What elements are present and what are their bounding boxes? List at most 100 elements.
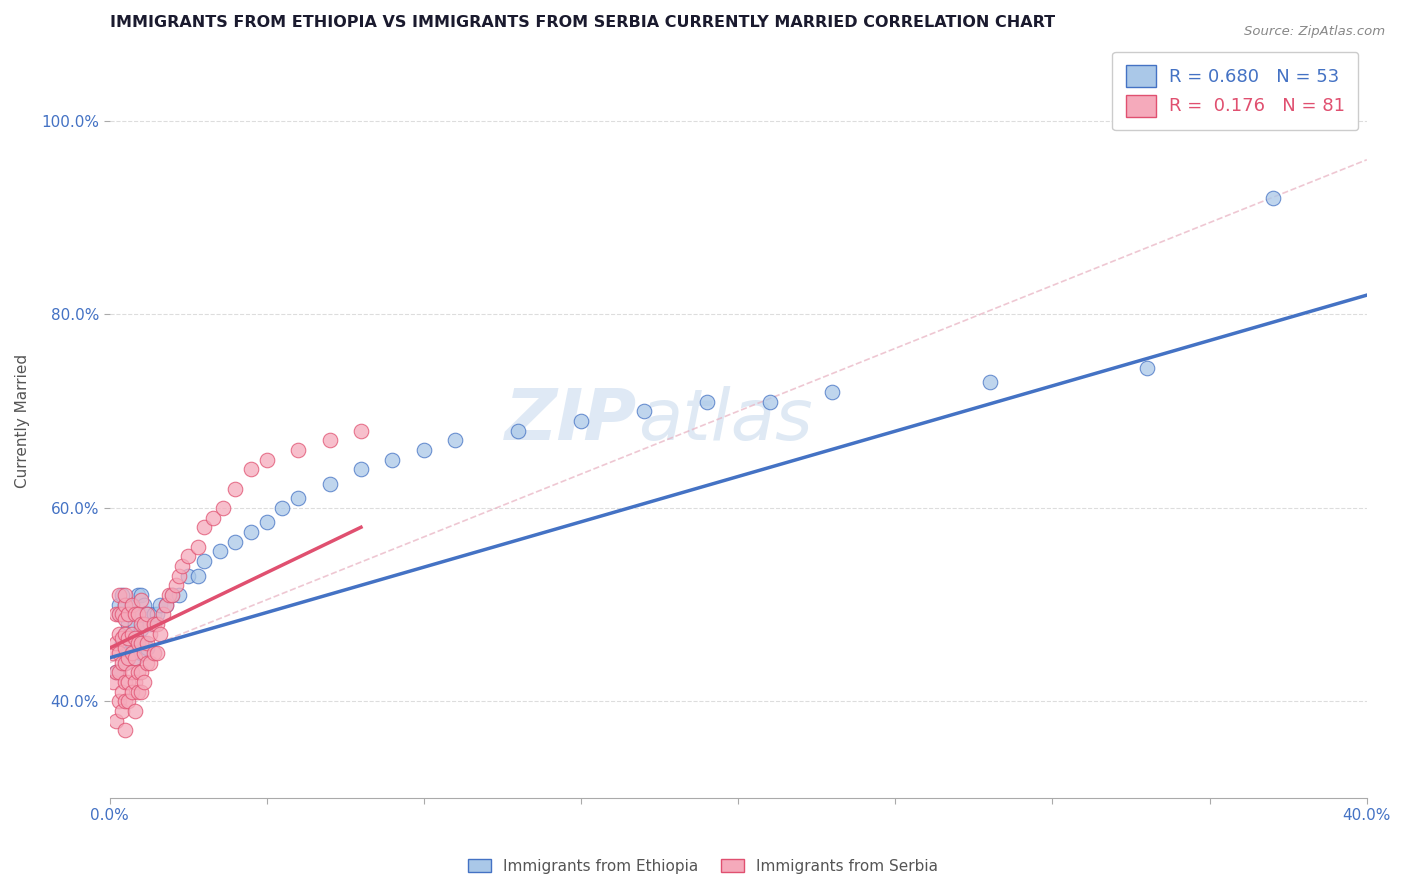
Point bbox=[381, 452, 404, 467]
Point bbox=[108, 588, 131, 602]
Point bbox=[121, 684, 143, 698]
Point bbox=[202, 510, 225, 524]
Point bbox=[633, 404, 655, 418]
Point bbox=[121, 598, 143, 612]
Point bbox=[350, 424, 373, 438]
Point bbox=[114, 598, 136, 612]
Point bbox=[111, 632, 134, 646]
Point bbox=[127, 684, 149, 698]
Point bbox=[124, 617, 146, 632]
Point bbox=[111, 607, 134, 622]
Point bbox=[271, 500, 294, 515]
Point bbox=[136, 607, 159, 622]
Point bbox=[127, 665, 149, 680]
Point bbox=[108, 598, 131, 612]
Point bbox=[170, 558, 193, 573]
Point bbox=[177, 549, 200, 564]
Legend: R = 0.680   N = 53, R =  0.176   N = 81: R = 0.680 N = 53, R = 0.176 N = 81 bbox=[1112, 52, 1358, 130]
Point bbox=[145, 607, 167, 622]
Point bbox=[240, 525, 263, 540]
Point bbox=[136, 636, 159, 650]
Point bbox=[157, 588, 180, 602]
Point bbox=[136, 641, 159, 656]
Point bbox=[139, 626, 162, 640]
Point bbox=[111, 636, 134, 650]
Point bbox=[318, 476, 340, 491]
Point bbox=[121, 636, 143, 650]
Point bbox=[155, 598, 177, 612]
Point bbox=[208, 544, 231, 558]
Point bbox=[101, 646, 124, 660]
Legend: Immigrants from Ethiopia, Immigrants from Serbia: Immigrants from Ethiopia, Immigrants fro… bbox=[461, 853, 945, 880]
Point bbox=[758, 394, 780, 409]
Point bbox=[821, 384, 844, 399]
Point bbox=[186, 568, 208, 582]
Point bbox=[108, 665, 131, 680]
Point bbox=[167, 588, 190, 602]
Point bbox=[211, 500, 233, 515]
Point bbox=[145, 646, 167, 660]
Point bbox=[114, 626, 136, 640]
Point bbox=[186, 540, 208, 554]
Point bbox=[114, 723, 136, 738]
Point bbox=[193, 554, 215, 568]
Point bbox=[132, 675, 155, 690]
Point bbox=[104, 665, 127, 680]
Point bbox=[142, 617, 165, 632]
Point bbox=[117, 694, 139, 708]
Point bbox=[124, 675, 146, 690]
Point bbox=[129, 622, 152, 636]
Point bbox=[1136, 360, 1159, 375]
Point bbox=[108, 694, 131, 708]
Point bbox=[224, 482, 246, 496]
Point bbox=[129, 617, 152, 632]
Point bbox=[145, 617, 167, 632]
Point bbox=[350, 462, 373, 476]
Point bbox=[111, 588, 134, 602]
Point bbox=[412, 442, 434, 457]
Point bbox=[127, 607, 149, 622]
Point bbox=[114, 626, 136, 640]
Point bbox=[149, 598, 172, 612]
Point bbox=[139, 617, 162, 632]
Point bbox=[162, 588, 184, 602]
Point bbox=[124, 650, 146, 665]
Point bbox=[114, 598, 136, 612]
Point bbox=[108, 626, 131, 640]
Point bbox=[121, 598, 143, 612]
Point bbox=[117, 617, 139, 632]
Point bbox=[132, 617, 155, 632]
Point bbox=[1261, 191, 1284, 205]
Point bbox=[256, 452, 278, 467]
Point bbox=[287, 442, 309, 457]
Point bbox=[117, 607, 139, 622]
Point bbox=[444, 434, 467, 448]
Point bbox=[121, 646, 143, 660]
Point bbox=[114, 641, 136, 656]
Point bbox=[256, 516, 278, 530]
Point bbox=[569, 414, 592, 428]
Point bbox=[114, 588, 136, 602]
Point bbox=[114, 656, 136, 670]
Point bbox=[193, 520, 215, 534]
Point bbox=[101, 675, 124, 690]
Point bbox=[129, 592, 152, 607]
Point bbox=[696, 394, 718, 409]
Point bbox=[155, 598, 177, 612]
Point bbox=[117, 646, 139, 660]
Point bbox=[124, 704, 146, 718]
Point bbox=[104, 714, 127, 728]
Text: ZIP: ZIP bbox=[505, 386, 637, 455]
Point bbox=[104, 636, 127, 650]
Point bbox=[167, 568, 190, 582]
Point bbox=[111, 704, 134, 718]
Point bbox=[104, 607, 127, 622]
Point bbox=[117, 675, 139, 690]
Point bbox=[152, 607, 174, 622]
Point bbox=[224, 534, 246, 549]
Point bbox=[114, 656, 136, 670]
Point bbox=[127, 588, 149, 602]
Point bbox=[129, 684, 152, 698]
Point bbox=[132, 636, 155, 650]
Point bbox=[124, 650, 146, 665]
